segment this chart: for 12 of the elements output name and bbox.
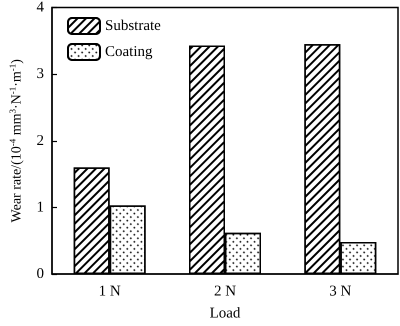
x-tick-label: 3 N (329, 284, 352, 300)
y-tick-label: 2 (36, 132, 44, 149)
y-tick-label: 1 (36, 199, 44, 216)
x-tick-label: 2 N (214, 284, 236, 300)
y-tick-label: 4 (36, 0, 44, 16)
legend-label: Substrate (105, 18, 162, 34)
text: Wear rate/(10-4 mm3·N-1·m-1) (8, 59, 24, 222)
x-tick-label: 1 N (98, 284, 121, 300)
x-axis-title: Load (210, 306, 241, 322)
y-tick-label: 3 (36, 66, 44, 82)
y-tick-label: 0 (36, 266, 44, 282)
legend-label: Coating (105, 44, 153, 60)
